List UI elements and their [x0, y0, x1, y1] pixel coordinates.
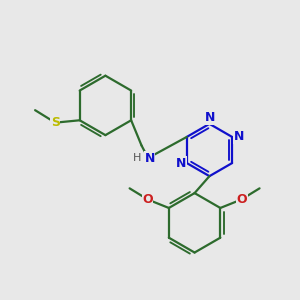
- Text: N: N: [233, 130, 244, 143]
- Text: O: O: [142, 193, 153, 206]
- Text: H: H: [133, 153, 141, 163]
- Text: N: N: [176, 157, 186, 169]
- Text: N: N: [205, 111, 215, 124]
- Text: S: S: [51, 116, 60, 129]
- Text: N: N: [144, 152, 155, 164]
- Text: O: O: [236, 193, 247, 206]
